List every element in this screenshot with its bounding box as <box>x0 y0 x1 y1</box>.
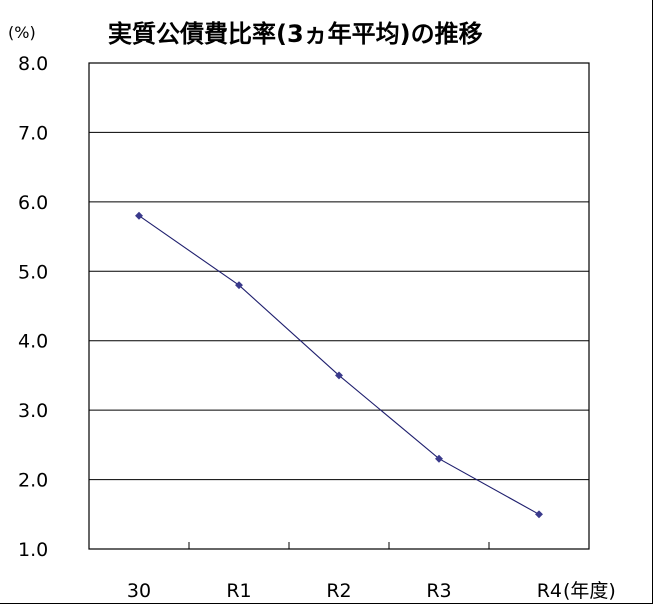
x-tick-label: R2 <box>326 580 351 602</box>
y-unit-label: (%) <box>8 23 36 42</box>
x-tick-label: R3 <box>426 580 451 602</box>
x-tick-label: 30 <box>127 580 151 602</box>
y-tick-label: 3.0 <box>18 400 48 422</box>
chart-title: 実質公債費比率(3ヵ年平均)の推移 <box>108 20 483 48</box>
data-point <box>335 371 343 380</box>
x-tick-label: R4 <box>537 580 562 602</box>
data-point <box>235 281 243 290</box>
data-point <box>435 454 443 463</box>
y-tick-label: 5.0 <box>18 261 48 283</box>
x-unit-label: (年度) <box>563 580 616 602</box>
y-tick-label: 4.0 <box>18 331 48 353</box>
data-point <box>535 510 543 519</box>
y-tick-label: 1.0 <box>18 539 48 561</box>
x-tick-label: R1 <box>226 580 251 602</box>
series-line <box>138 215 540 515</box>
y-tick-label: 8.0 <box>18 53 48 75</box>
y-tick-label: 6.0 <box>18 192 48 214</box>
y-tick-label: 7.0 <box>18 122 48 144</box>
y-tick-label: 2.0 <box>18 470 48 492</box>
data-point <box>135 211 143 220</box>
plot-area <box>88 62 590 550</box>
